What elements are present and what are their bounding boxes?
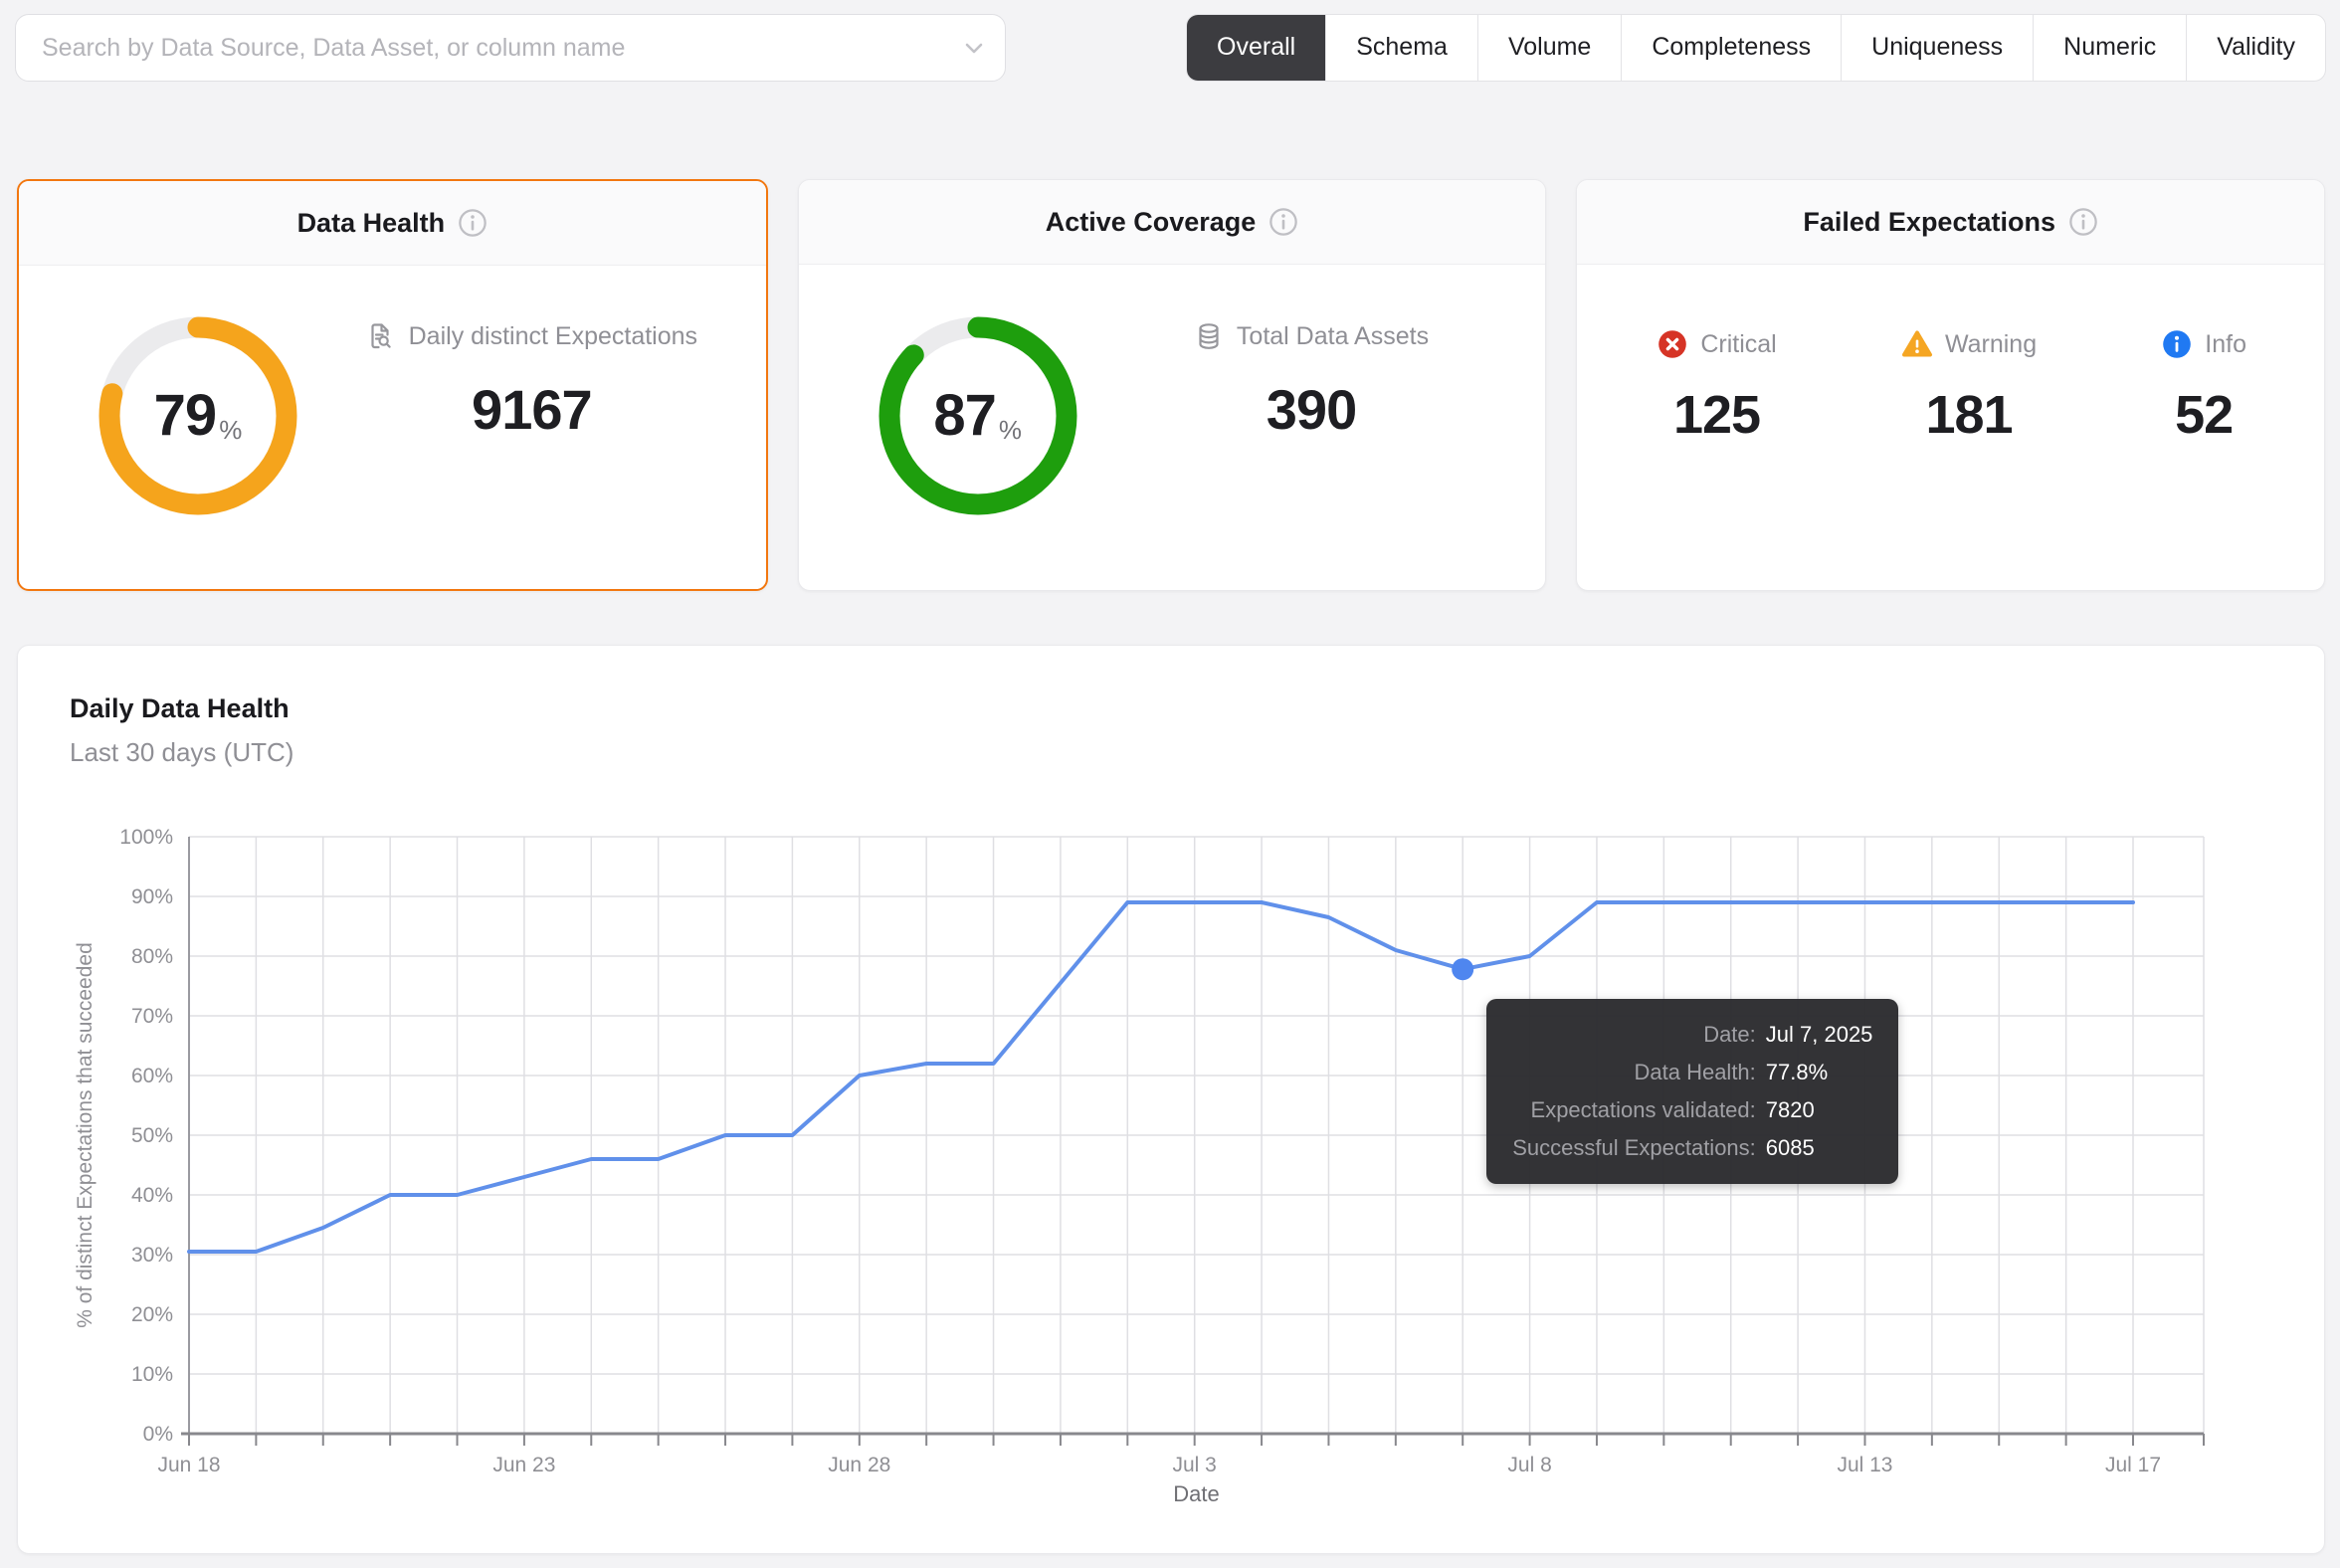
card-title: Data Health xyxy=(296,207,446,238)
tab-validity[interactable]: Validity xyxy=(2186,15,2325,81)
search-input[interactable] xyxy=(15,14,1006,82)
tooltip-value: Jul 7, 2025 xyxy=(1765,1022,1873,1048)
svg-text:Jun 18: Jun 18 xyxy=(157,1454,220,1476)
stat-label: Critical xyxy=(1700,329,1777,358)
tooltip-label: Expectations validated: xyxy=(1530,1097,1756,1123)
tab-schema[interactable]: Schema xyxy=(1325,15,1477,81)
daily-data-health-chart-card: Daily Data Health Last 30 days (UTC) 0% 1… xyxy=(17,645,2325,1554)
data-health-card-body: 79% Daily distinct Expectations 9167 xyxy=(19,266,766,589)
daily-distinct-expectations-metric: Daily distinct Expectations 9167 xyxy=(297,321,766,442)
svg-text:0%: 0% xyxy=(143,1423,173,1446)
svg-text:40%: 40% xyxy=(131,1184,173,1207)
info-stat: Info 52 xyxy=(2161,328,2246,590)
svg-text:Jul 3: Jul 3 xyxy=(1173,1454,1217,1476)
failed-expectations-card-header: Failed Expectations xyxy=(1577,180,2325,265)
data-health-percent: 79% xyxy=(98,316,297,515)
active-coverage-percent: 87% xyxy=(878,316,1077,515)
critical-count: 125 xyxy=(1672,385,1761,445)
info-icon[interactable] xyxy=(2068,207,2098,237)
total-data-assets-value: 390 xyxy=(1266,378,1357,441)
metric-tab-group: Overall Schema Volume Completeness Uniqu… xyxy=(1186,14,2326,82)
active-coverage-card[interactable]: Active Coverage 87% xyxy=(797,179,1547,591)
search-bar xyxy=(15,14,1006,82)
info-count: 52 xyxy=(2175,385,2234,445)
data-health-card-header: Data Health xyxy=(19,181,766,266)
stat-label: Info xyxy=(2205,329,2246,358)
stat-label: Warning xyxy=(1944,329,2038,358)
svg-text:Jul 8: Jul 8 xyxy=(1507,1454,1551,1476)
database-icon xyxy=(1199,323,1219,349)
critical-stat: Critical 125 xyxy=(1657,328,1777,590)
tooltip-label: Date: xyxy=(1703,1022,1756,1048)
daily-distinct-expectations-value: 9167 xyxy=(472,378,593,441)
active-coverage-donut: 87% xyxy=(878,316,1077,515)
percent-sign: % xyxy=(219,415,243,445)
svg-text:50%: 50% xyxy=(131,1124,173,1147)
card-title: Active Coverage xyxy=(1045,206,1257,237)
info-severity-icon xyxy=(2163,330,2192,358)
document-search-icon xyxy=(371,323,391,349)
tooltip-value: 7820 xyxy=(1765,1097,1815,1123)
card-title: Failed Expectations xyxy=(1803,206,2055,237)
tooltip-value: 6085 xyxy=(1765,1135,1815,1161)
tab-numeric[interactable]: Numeric xyxy=(2033,15,2186,81)
data-health-card[interactable]: Data Health 79% xyxy=(17,179,768,591)
percent-value: 87 xyxy=(933,383,997,448)
svg-text:80%: 80% xyxy=(131,945,173,968)
svg-text:100%: 100% xyxy=(119,826,173,849)
svg-text:Jun 23: Jun 23 xyxy=(492,1454,555,1476)
info-icon[interactable] xyxy=(1268,207,1298,237)
svg-text:20%: 20% xyxy=(131,1303,173,1326)
chart-title: Daily Data Health xyxy=(70,693,290,723)
svg-text:Jul 17: Jul 17 xyxy=(2105,1454,2161,1476)
svg-text:60%: 60% xyxy=(131,1065,173,1087)
svg-text:% of distinct Expectations tha: % of distinct Expectations that succeede… xyxy=(74,942,97,1328)
metric-label: Total Data Assets xyxy=(1236,321,1430,350)
top-bar: Overall Schema Volume Completeness Uniqu… xyxy=(15,14,2326,82)
svg-text:Jul 13: Jul 13 xyxy=(1837,1454,1892,1476)
chart-subtitle: Last 30 days (UTC) xyxy=(70,737,294,767)
tab-volume[interactable]: Volume xyxy=(1476,15,1621,81)
tooltip-label: Successful Expectations: xyxy=(1512,1135,1756,1161)
info-icon[interactable] xyxy=(458,208,488,238)
svg-text:10%: 10% xyxy=(131,1363,173,1386)
svg-text:Jun 28: Jun 28 xyxy=(828,1454,890,1476)
svg-text:90%: 90% xyxy=(131,885,173,908)
critical-icon xyxy=(1658,330,1687,358)
warning-stat: Warning 181 xyxy=(1901,328,2037,590)
svg-text:30%: 30% xyxy=(131,1244,173,1267)
tooltip-label: Data Health: xyxy=(1634,1060,1756,1085)
percent-sign: % xyxy=(998,415,1022,445)
svg-text:70%: 70% xyxy=(131,1005,173,1028)
tab-overall[interactable]: Overall xyxy=(1187,15,1326,81)
metric-label: Daily distinct Expectations xyxy=(408,321,698,350)
active-coverage-card-body: 87% Total Data Assets 390 xyxy=(799,265,1546,590)
data-health-donut: 79% xyxy=(98,316,297,515)
summary-cards-row: Data Health 79% xyxy=(17,179,2326,591)
percent-value: 79 xyxy=(153,383,218,448)
daily-data-health-chart[interactable]: 0% 10% 20% 30% 40% 50% 60% 70% 80% 90% 100% Jun 18 J… xyxy=(30,809,2308,1525)
warning-count: 181 xyxy=(1925,385,2013,445)
tab-uniqueness[interactable]: Uniqueness xyxy=(1841,15,2033,81)
svg-text:Date: Date xyxy=(1173,1481,1219,1506)
tab-completeness[interactable]: Completeness xyxy=(1621,15,1841,81)
failed-expectations-stats: Critical 125 Warning 181 xyxy=(1577,265,2324,590)
chevron-down-icon[interactable] xyxy=(960,34,988,62)
warning-icon xyxy=(1901,330,1932,357)
total-data-assets-metric: Total Data Assets 390 xyxy=(1077,321,1546,442)
active-coverage-card-header: Active Coverage xyxy=(798,180,1546,265)
chart-tooltip: Date: Jul 7, 2025 Data Health: 77.8% Expecta… xyxy=(1486,999,1899,1185)
failed-expectations-card[interactable]: Failed Expectations Critical 125 xyxy=(1576,179,2326,591)
tooltip-value: 77.8% xyxy=(1765,1060,1829,1085)
